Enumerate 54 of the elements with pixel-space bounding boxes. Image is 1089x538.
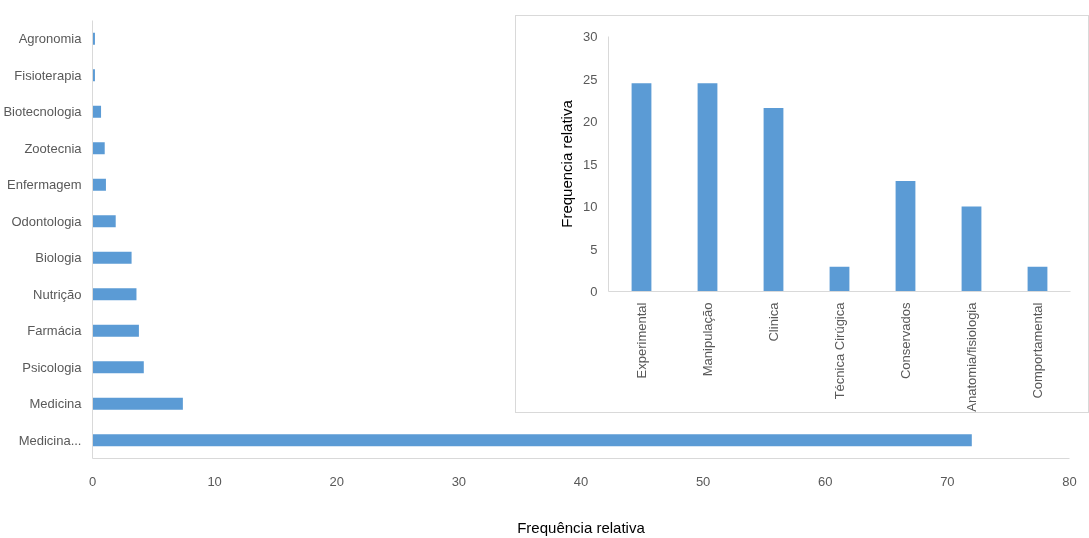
y-tick-label: 5	[590, 241, 598, 257]
x-tick-label: Clinica	[766, 301, 781, 342]
y-tick-label: Fisioterapia	[14, 67, 83, 83]
x-tick-label: 40	[573, 473, 589, 489]
x-tick-label: 50	[695, 473, 711, 489]
x-tick-label: Técnica Cirúgica	[832, 301, 847, 400]
bar	[92, 324, 139, 337]
bar	[92, 142, 105, 155]
bar	[92, 178, 106, 191]
x-tick-label: 30	[451, 473, 467, 489]
y-tick-label: Zootecnia	[24, 140, 83, 156]
y-tick-label: 30	[583, 29, 598, 44]
bar	[92, 361, 144, 374]
y-tick-label: 0	[590, 284, 598, 299]
y-tick-label: Nutrição	[33, 286, 82, 302]
y-axis-title: Frequencia relativa	[558, 99, 576, 228]
y-tick-label: 25	[583, 71, 598, 87]
y-tick-label: Agronomia	[18, 31, 83, 47]
x-tick-label: 80	[1062, 473, 1077, 489]
x-axis-title: Frequência relativa	[517, 518, 646, 536]
y-tick-label: 20	[583, 114, 598, 129]
bar	[829, 266, 850, 292]
x-tick-label: 0	[88, 473, 97, 489]
x-tick-label: 70	[940, 473, 955, 489]
y-tick-label: Medicina...	[18, 432, 82, 448]
bar	[697, 83, 718, 292]
y-tick-label: Medicina	[29, 396, 83, 412]
bar	[92, 105, 102, 118]
x-tick-label: Comportamental	[1030, 302, 1045, 399]
y-tick-label: Psicologia	[22, 359, 83, 375]
y-tick-label: Enfermagem	[7, 177, 82, 193]
bar	[1027, 266, 1048, 292]
bar	[763, 107, 784, 292]
x-tick-label: Experimental	[634, 302, 649, 379]
bar	[92, 397, 183, 410]
x-tick-label: 10	[207, 473, 222, 489]
x-tick-label: Manipulação	[700, 302, 715, 377]
bar	[895, 181, 916, 292]
x-tick-label: 60	[818, 473, 833, 489]
y-tick-label: 15	[583, 156, 598, 172]
bar	[92, 251, 132, 264]
bar	[92, 288, 137, 301]
x-tick-label: 20	[329, 473, 344, 489]
bar	[92, 434, 972, 447]
bar	[631, 83, 652, 292]
bar	[92, 215, 116, 228]
bar	[961, 206, 982, 292]
y-tick-label: Odontologia	[11, 213, 83, 229]
x-tick-label: Anatomia/fisiologia	[964, 301, 979, 412]
y-tick-label: 10	[583, 199, 598, 214]
y-tick-label: Biotecnologia	[3, 104, 83, 120]
x-tick-label: Conservados	[898, 302, 913, 380]
y-tick-label: Biologia	[35, 250, 83, 266]
y-tick-label: Farmácia	[27, 323, 83, 339]
